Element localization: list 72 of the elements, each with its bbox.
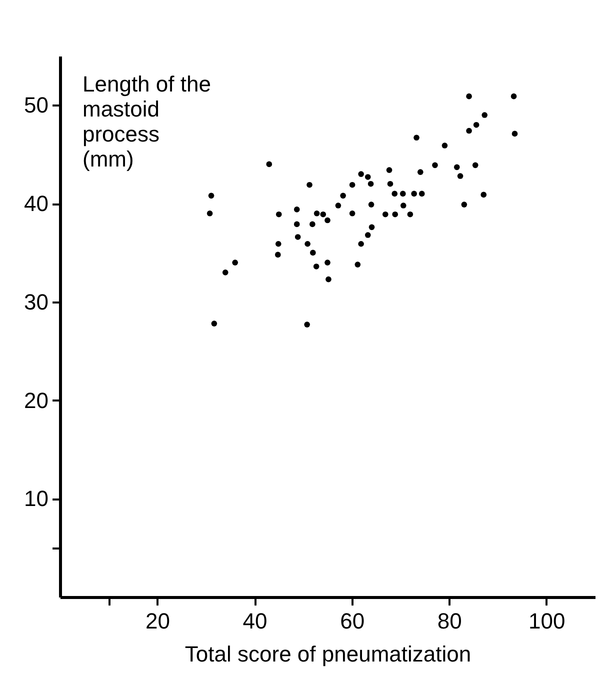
- point: [387, 180, 394, 187]
- point: [418, 190, 425, 197]
- point: [400, 202, 406, 208]
- point: [354, 262, 361, 268]
- point: [349, 210, 356, 216]
- x-tick-label: 40: [242, 608, 268, 634]
- point: [457, 173, 464, 179]
- point: [340, 192, 346, 199]
- point: [310, 221, 316, 228]
- point: [276, 211, 282, 218]
- point: [349, 182, 356, 188]
- point: [304, 240, 310, 247]
- point: [400, 190, 406, 197]
- point: [294, 206, 300, 212]
- point: [454, 164, 460, 170]
- y-tick-label: 10: [24, 486, 48, 512]
- point: [480, 192, 487, 198]
- point: [432, 162, 438, 168]
- point: [407, 211, 414, 218]
- point: [512, 130, 518, 137]
- point: [275, 240, 282, 247]
- point: [466, 93, 472, 100]
- point: [482, 112, 488, 118]
- point: [368, 180, 374, 187]
- point: [306, 182, 312, 188]
- x-tick-label: 80: [437, 608, 462, 634]
- point: [294, 234, 301, 240]
- point: [461, 202, 468, 208]
- point: [392, 211, 398, 218]
- x-axis-title: Total score of pneumatization: [184, 642, 472, 666]
- point: [211, 320, 218, 326]
- point: [324, 217, 330, 224]
- point: [510, 93, 517, 100]
- point: [392, 190, 398, 197]
- point: [368, 224, 375, 230]
- point: [473, 122, 480, 128]
- point: [320, 211, 326, 218]
- point: [294, 221, 300, 228]
- point: [358, 171, 364, 177]
- point: [414, 134, 420, 141]
- x-tick-label: 60: [340, 608, 365, 634]
- point: [314, 210, 320, 216]
- x-tick-label: 20: [146, 608, 170, 634]
- point: [382, 211, 388, 218]
- point: [358, 240, 364, 247]
- point: [274, 252, 281, 258]
- point: [304, 322, 310, 328]
- point: [313, 264, 320, 270]
- point: [208, 192, 214, 199]
- point: [368, 202, 374, 208]
- point: [364, 174, 371, 180]
- x-tick-label: 100: [528, 608, 566, 634]
- point: [206, 210, 213, 216]
- point: [335, 202, 342, 208]
- point: [324, 260, 330, 266]
- point: [232, 260, 238, 266]
- point: [442, 142, 448, 148]
- point: [417, 169, 424, 175]
- point: [266, 161, 272, 168]
- y-tick-label: 20: [24, 388, 48, 413]
- point: [386, 167, 392, 174]
- point: [466, 128, 472, 134]
- point: [222, 269, 228, 276]
- point: [310, 250, 316, 256]
- point: [411, 190, 417, 197]
- y-tick-label: 40: [24, 191, 48, 216]
- point: [472, 162, 478, 168]
- y-tick-label: 50: [24, 92, 48, 118]
- point: [364, 232, 371, 238]
- point: [326, 276, 332, 282]
- y-tick-label: 30: [24, 289, 48, 314]
- y-axis-title: Length of the mastoid process (mm): [82, 72, 211, 172]
